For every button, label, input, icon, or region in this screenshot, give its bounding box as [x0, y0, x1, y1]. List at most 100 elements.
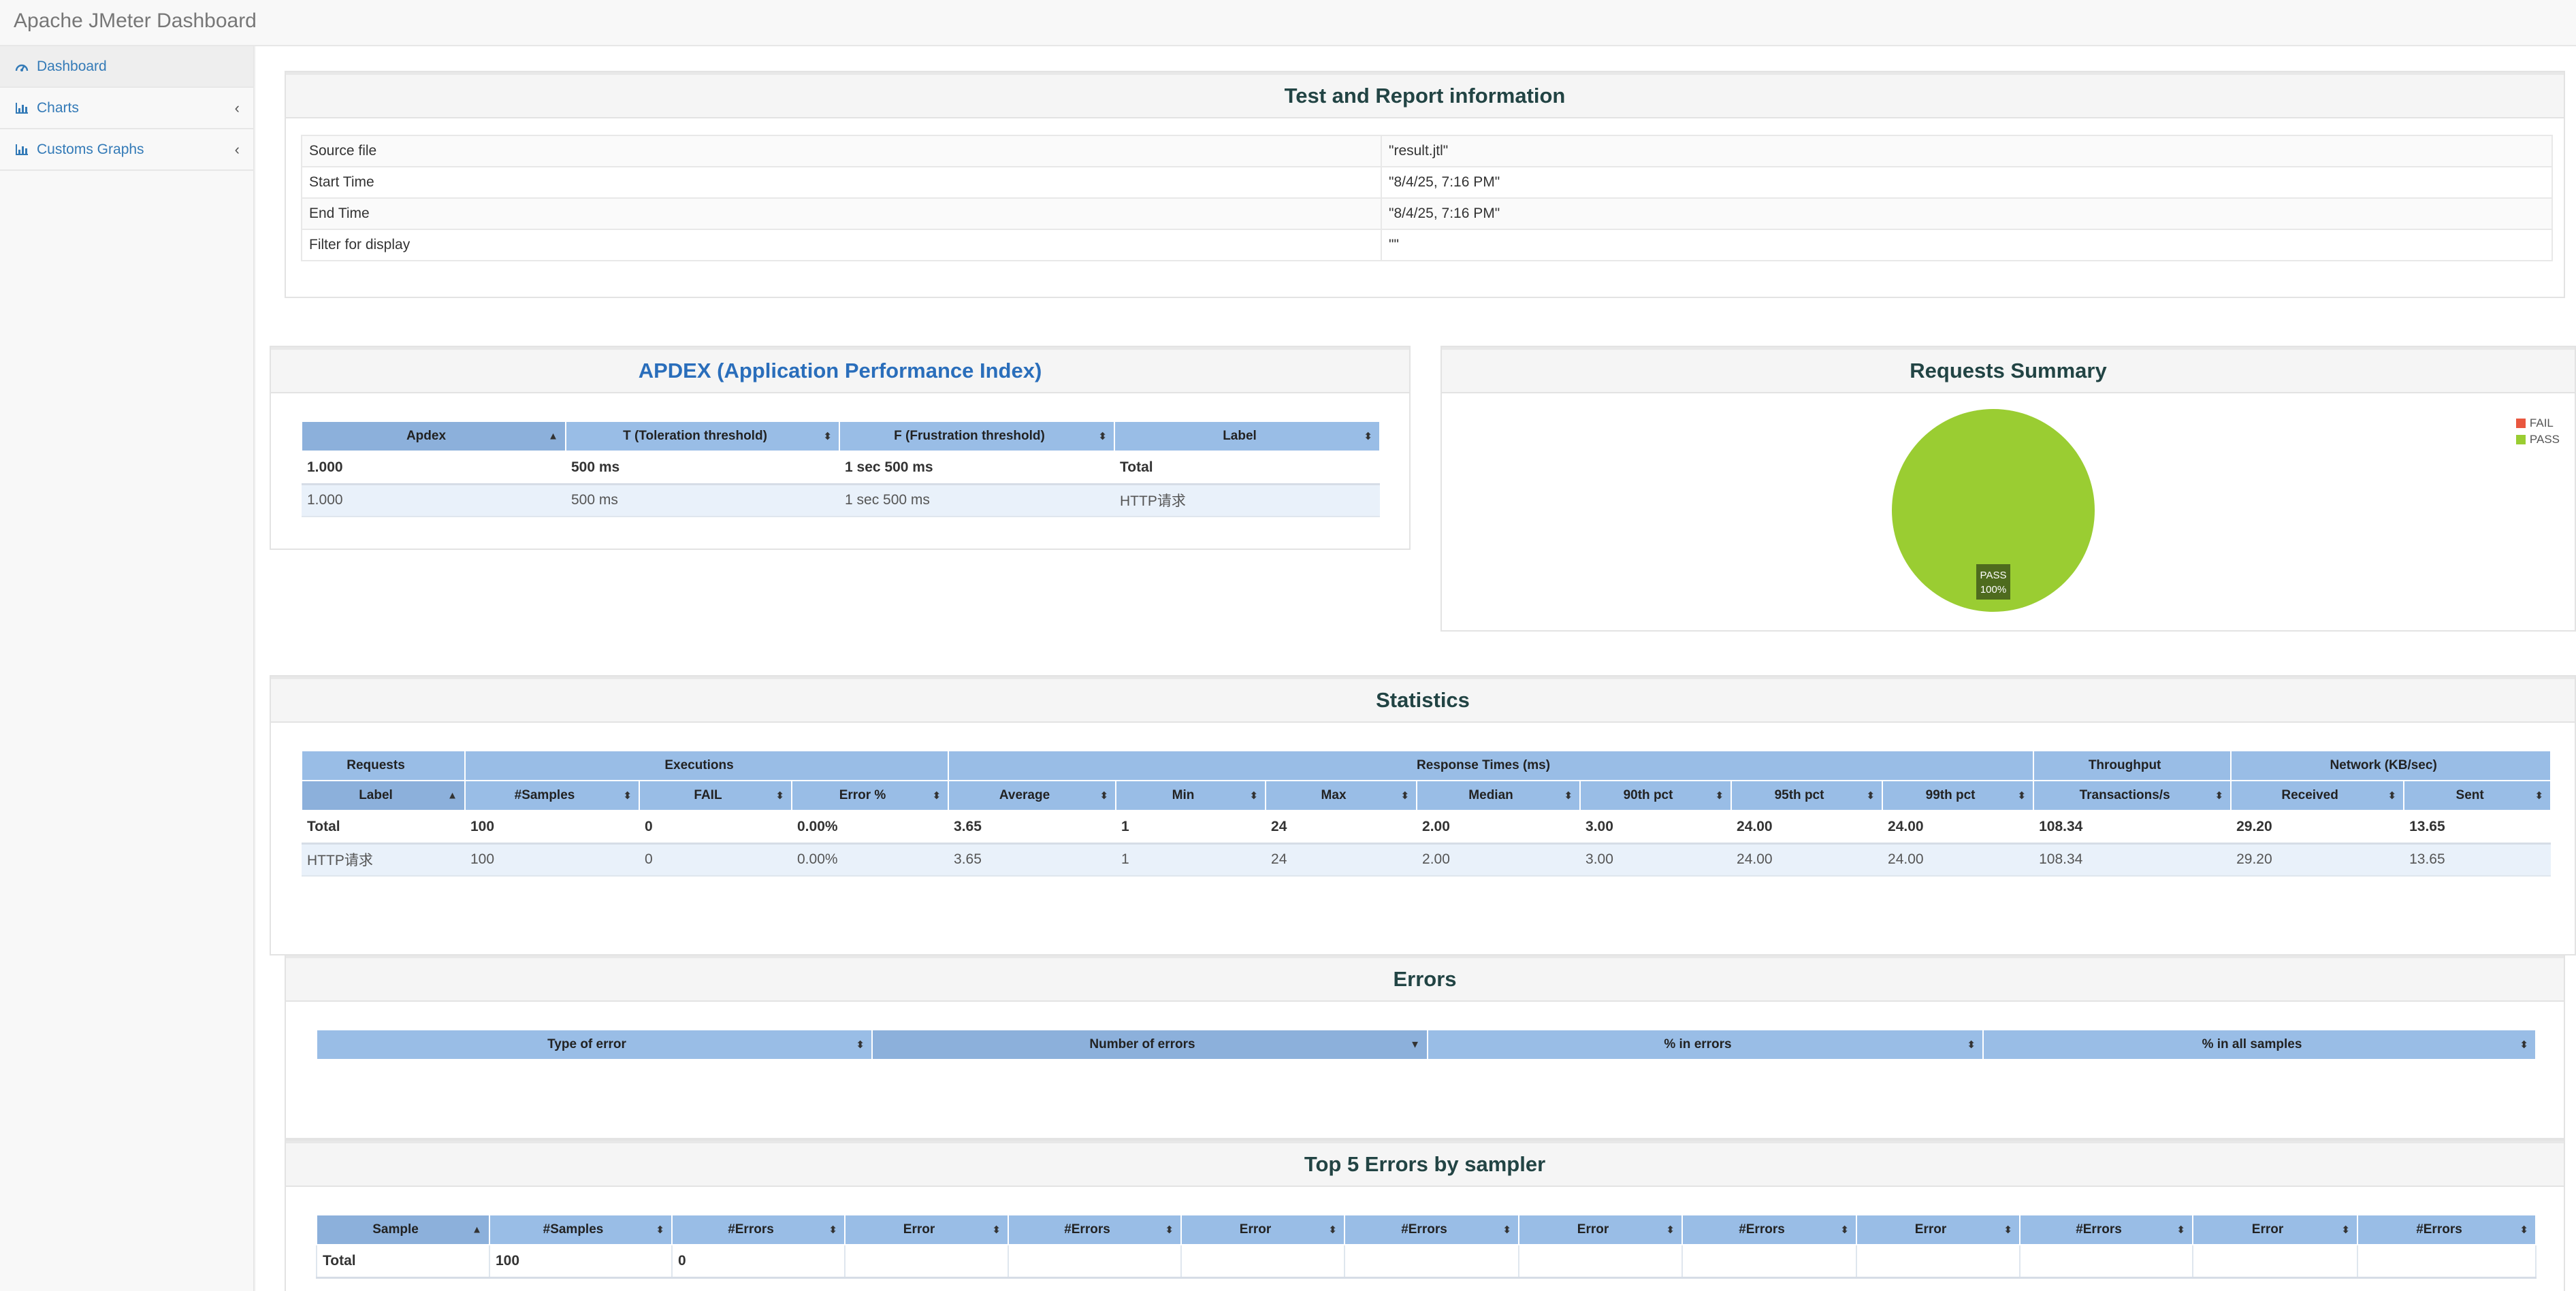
sort-asc-icon: ▲	[472, 1224, 482, 1236]
sort-icon: ⬍	[2387, 790, 2397, 802]
info-label: Source file	[301, 135, 1382, 167]
panel-title: Errors	[286, 955, 2564, 1002]
sort-desc-icon: ▼	[1410, 1039, 1420, 1051]
info-row: Filter for display ""	[301, 229, 2553, 261]
column-header-apdex[interactable]: Apdex ▲	[301, 421, 566, 452]
column-header-error[interactable]: Error ⬍	[1856, 1214, 2020, 1245]
sort-icon: ⬍	[1098, 431, 1107, 442]
panel-title[interactable]: APDEX (Application Performance Index)	[271, 347, 1409, 393]
column-header-min[interactable]: Min ⬍	[1115, 780, 1267, 811]
panel-title: Top 5 Errors by sampler	[286, 1141, 2564, 1187]
table-row: 1.000 500 ms 1 sec 500 ms Total	[302, 451, 1380, 485]
statistics-panel: Statistics Requests Executions Response …	[270, 675, 2576, 955]
sort-icon: ⬍	[2341, 1224, 2350, 1236]
sort-icon: ⬍	[856, 1039, 865, 1051]
info-row: Start Time "8/4/25, 7:16 PM"	[301, 166, 2553, 199]
sort-icon: ⬍	[1715, 790, 1724, 802]
column-header-error[interactable]: Error ⬍	[1180, 1214, 1345, 1245]
info-value: "8/4/25, 7:16 PM"	[1381, 166, 2553, 199]
group-header-response-times: Response Times (ms)	[948, 750, 2035, 781]
column-header-errors[interactable]: #Errors ⬍	[1681, 1214, 1857, 1245]
top5-errors-table: Sample ▲ #Samples ⬍ #Errors ⬍ Error ⬍ #Error…	[316, 1214, 2537, 1279]
legend-item-pass[interactable]: PASS	[2515, 431, 2560, 448]
column-header-frustration[interactable]: F (Frustration threshold) ⬍	[839, 421, 1115, 452]
column-header-errors[interactable]: #Errors ⬍	[1344, 1214, 1519, 1245]
sidebar-item-customs-graphs[interactable]: Customs Graphs ‹	[0, 129, 253, 171]
info-label: Start Time	[301, 166, 1382, 199]
info-row: Source file "result.jtl"	[301, 135, 2553, 167]
errors-panel: Errors Type of error ⬍ Number of errors ▼ …	[285, 954, 2565, 1139]
column-header-received[interactable]: Received ⬍	[2230, 780, 2405, 811]
sort-icon: ⬍	[1666, 1224, 1675, 1236]
sort-icon: ⬍	[2534, 790, 2544, 802]
column-header-error-pct[interactable]: Error % ⬍	[790, 780, 950, 811]
info-value: "result.jtl"	[1381, 135, 2553, 167]
pie-slice-pass[interactable]	[1892, 409, 2095, 612]
column-header-toleration[interactable]: T (Toleration threshold) ⬍	[565, 421, 840, 452]
chevron-left-icon[interactable]: ‹	[234, 99, 240, 116]
column-header-errors[interactable]: #Errors ⬍	[1008, 1214, 1182, 1245]
column-header-error[interactable]: Error ⬍	[2192, 1214, 2358, 1245]
bar-chart-icon	[16, 144, 28, 155]
column-header-label[interactable]: Label ▲	[301, 780, 466, 811]
column-header-errors[interactable]: #Errors ⬍	[671, 1214, 846, 1245]
column-header-average[interactable]: Average ⬍	[948, 780, 1117, 811]
sidebar: Dashboard Charts ‹ Customs Graphs ‹	[0, 46, 255, 1291]
test-info-panel: Test and Report information Source file …	[285, 71, 2565, 298]
sort-icon: ⬍	[1165, 1224, 1174, 1236]
column-header-pct-in-errors[interactable]: % in errors ⬍	[1427, 1029, 1984, 1060]
sort-icon: ⬍	[656, 1224, 664, 1236]
test-info-table: Source file "result.jtl" Start Time "8/4…	[301, 135, 2553, 261]
app-title[interactable]: Apache JMeter Dashboard	[14, 10, 257, 32]
column-header-sample[interactable]: Sample ▲	[316, 1214, 490, 1245]
column-header-error[interactable]: Error ⬍	[1518, 1214, 1683, 1245]
info-value: ""	[1381, 229, 2553, 261]
chevron-left-icon[interactable]: ‹	[234, 140, 240, 158]
legend-item-fail[interactable]: FAIL	[2515, 415, 2560, 431]
sidebar-item-label: Charts	[37, 99, 79, 116]
info-value: "8/4/25, 7:16 PM"	[1381, 197, 2553, 230]
column-header-number-of-errors[interactable]: Number of errors ▼	[871, 1029, 1428, 1060]
column-header-fail[interactable]: FAIL ⬍	[639, 780, 792, 811]
sort-icon: ⬍	[1840, 1224, 1849, 1236]
info-label: Filter for display	[301, 229, 1382, 261]
panel-title: Test and Report information	[286, 72, 2564, 118]
column-header-type-of-error[interactable]: Type of error ⬍	[316, 1029, 873, 1060]
column-header-median[interactable]: Median ⬍	[1416, 780, 1581, 811]
bar-chart-icon	[16, 102, 28, 114]
column-header-label[interactable]: Label ⬍	[1114, 421, 1381, 452]
sidebar-item-label: Customs Graphs	[37, 141, 144, 157]
sort-icon: ⬍	[623, 790, 632, 802]
sidebar-item-label: Dashboard	[37, 58, 107, 74]
sort-icon: ⬍	[1249, 790, 1259, 802]
column-header-errors[interactable]: #Errors ⬍	[2019, 1214, 2193, 1245]
column-header-max[interactable]: Max ⬍	[1265, 780, 1418, 811]
column-header-pct-in-all-samples[interactable]: % in all samples ⬍	[1982, 1029, 2537, 1060]
column-header-95th[interactable]: 95th pct ⬍	[1730, 780, 1884, 811]
column-header-transactions[interactable]: Transactions/s ⬍	[2033, 780, 2232, 811]
group-header-executions: Executions	[464, 750, 950, 781]
sort-icon: ⬍	[1564, 790, 1573, 802]
column-header-90th[interactable]: 90th pct ⬍	[1579, 780, 1733, 811]
column-header-sent[interactable]: Sent ⬍	[2403, 780, 2552, 811]
column-header-samples[interactable]: #Samples ⬍	[464, 780, 640, 811]
sidebar-item-charts[interactable]: Charts ‹	[0, 88, 253, 129]
sort-icon: ⬍	[2519, 1224, 2528, 1236]
sort-icon: ⬍	[2519, 1039, 2528, 1051]
column-header-samples[interactable]: #Samples ⬍	[489, 1214, 673, 1245]
dashboard-icon	[15, 64, 29, 71]
column-header-99th[interactable]: 99th pct ⬍	[1882, 780, 2035, 811]
sort-icon: ⬍	[823, 431, 832, 442]
sort-icon: ⬍	[2017, 790, 2027, 802]
column-header-error[interactable]: Error ⬍	[844, 1214, 1009, 1245]
table-row: Total 100 0	[316, 1245, 2537, 1279]
sort-icon: ⬍	[1364, 431, 1372, 442]
column-header-errors[interactable]: #Errors ⬍	[2357, 1214, 2537, 1245]
sort-icon: ⬍	[1328, 1224, 1337, 1236]
sidebar-item-dashboard[interactable]: Dashboard	[0, 46, 253, 88]
top-navbar: Apache JMeter Dashboard	[0, 0, 2576, 46]
slice-label: PASS	[1980, 570, 2007, 581]
sort-icon: ⬍	[775, 790, 784, 802]
column-group-row: Requests Executions Response Times (ms) …	[301, 750, 2552, 781]
top5-errors-panel: Top 5 Errors by sampler Sample ▲ #Samples…	[285, 1139, 2565, 1291]
